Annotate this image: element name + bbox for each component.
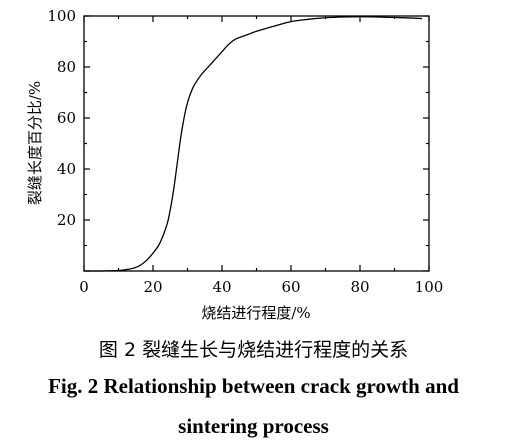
y-tick-label: 60	[57, 109, 76, 127]
y-tick-label: 80	[57, 58, 76, 76]
figure-caption-english-line1: Fig. 2 Relationship between crack growth…	[48, 374, 459, 398]
axis-tick-labels: 0 20 40 60 80 100 20 40 60 80 100	[47, 7, 443, 296]
y-tick-label: 40	[57, 160, 76, 178]
x-tick-label: 20	[143, 278, 162, 296]
y-axis-label: 裂缝长度百分比/%	[26, 81, 44, 205]
series-line	[83, 16, 423, 272]
chart: 0 20 40 60 80 100 20 40 60 80 100 烧结进行程度/% 裂缝长度百分比…	[26, 7, 443, 322]
figure-caption-chinese: 图 2 裂缝生长与烧结进行程度的关系	[98, 339, 409, 361]
x-tick-label: 80	[350, 278, 369, 296]
axis-ticks	[83, 15, 430, 272]
x-tick-label: 40	[212, 278, 231, 296]
plot-frame	[83, 15, 430, 272]
x-tick-label: 60	[281, 278, 300, 296]
x-tick-label: 0	[79, 278, 89, 296]
x-axis-label: 烧结进行程度/%	[201, 304, 310, 322]
x-tick-label: 100	[415, 278, 444, 296]
y-tick-label: 100	[47, 7, 76, 25]
y-tick-label: 20	[57, 211, 76, 229]
figure-caption-english-line2: sintering process	[178, 414, 329, 438]
